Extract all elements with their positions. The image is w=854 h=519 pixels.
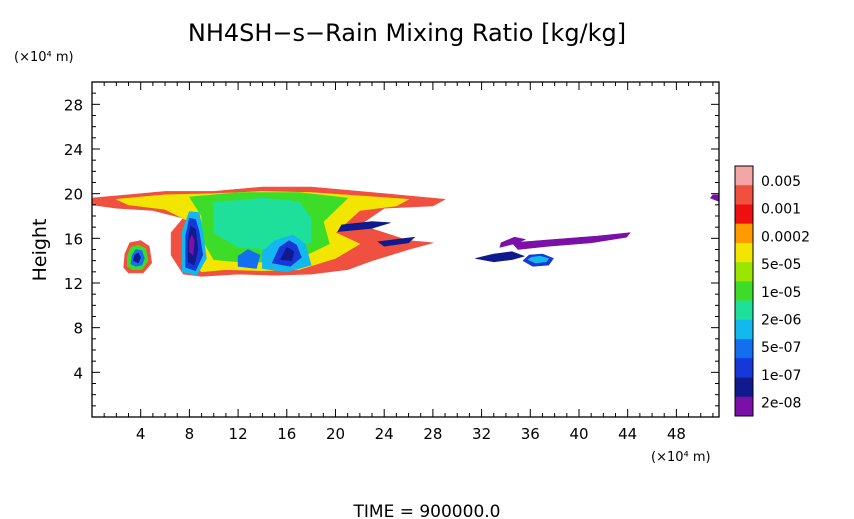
y-tick-label: 20: [64, 186, 83, 204]
colorbar-swatch: [735, 339, 753, 359]
contour-region: [710, 194, 720, 202]
colorbar: 0.005 0.001 0.0002 5e-05 1e-05 2e-06 5e-07 1e-0…: [734, 165, 810, 417]
contour-region: [189, 234, 195, 256]
y-axis-label: Height: [29, 219, 51, 282]
x-tick-label: 36: [521, 425, 540, 443]
x-tick-label: 12: [229, 425, 248, 443]
x-unit-label: (×10⁴ m): [651, 450, 711, 465]
colorbar-swatch: [735, 204, 753, 224]
colorbar-swatch: [735, 358, 753, 378]
colorbar-label: 2e-06: [761, 313, 801, 329]
colorbar-swatch: [735, 166, 753, 186]
x-tick-label: 4: [136, 425, 146, 443]
contour-region: [475, 251, 525, 263]
colorbar-label: 5e-05: [761, 257, 801, 273]
contour-region: [133, 252, 141, 264]
y-tick-label: 8: [73, 320, 83, 338]
time-footer: TIME = 900000.0: [353, 502, 501, 519]
colorbar-swatch: [735, 396, 753, 417]
x-tick-label: 32: [472, 425, 491, 443]
colorbar-label: 0.0002: [761, 229, 810, 245]
colorbar-swatch: [735, 185, 753, 205]
y-tick-label: 4: [73, 364, 83, 382]
colorbar-swatch: [735, 223, 753, 244]
colorbar-frame: [734, 165, 754, 417]
contour-region: [377, 236, 415, 247]
colorbar-label: 0.005: [761, 174, 801, 190]
colorbar-label: 1e-07: [761, 368, 801, 384]
contour-region: [337, 221, 391, 232]
contour-region: [511, 232, 631, 250]
x-tick-label: 48: [667, 425, 686, 443]
colorbar-swatch: [735, 242, 753, 263]
chart-title: NH4SH−s−Rain Mixing Ratio [kg/kg]: [188, 19, 626, 47]
x-tick-label: 16: [277, 425, 296, 443]
colorbar-label: 1e-05: [761, 285, 801, 301]
y-unit-label: (×10⁴ m): [14, 50, 74, 65]
x-tick-label: 44: [618, 425, 637, 443]
y-tick-label: 28: [64, 96, 83, 114]
colorbar-swatch: [735, 377, 753, 398]
contour-region: [527, 255, 549, 264]
x-tick-label: 28: [423, 425, 442, 443]
x-tick-label: 24: [375, 425, 394, 443]
colorbar-label: 5e-07: [761, 340, 801, 356]
x-tick-label: 8: [185, 425, 195, 443]
y-tick-label: 24: [64, 141, 83, 159]
colorbar-swatch: [735, 262, 753, 282]
y-tick-label: 12: [64, 275, 83, 293]
colorbar-label: 2e-08: [761, 396, 801, 412]
x-tick-label: 40: [569, 425, 588, 443]
colorbar-swatch: [735, 319, 753, 340]
y-tick-label: 16: [64, 230, 83, 248]
plot-regions: [91, 186, 720, 277]
colorbar-swatch: [735, 300, 753, 321]
contour-region: [499, 236, 526, 248]
contour-region: [280, 247, 295, 262]
colorbar-label: 0.001: [761, 202, 801, 218]
colorbar-swatch: [735, 281, 753, 301]
x-tick-label: 20: [326, 425, 345, 443]
contour-region: [237, 249, 261, 269]
